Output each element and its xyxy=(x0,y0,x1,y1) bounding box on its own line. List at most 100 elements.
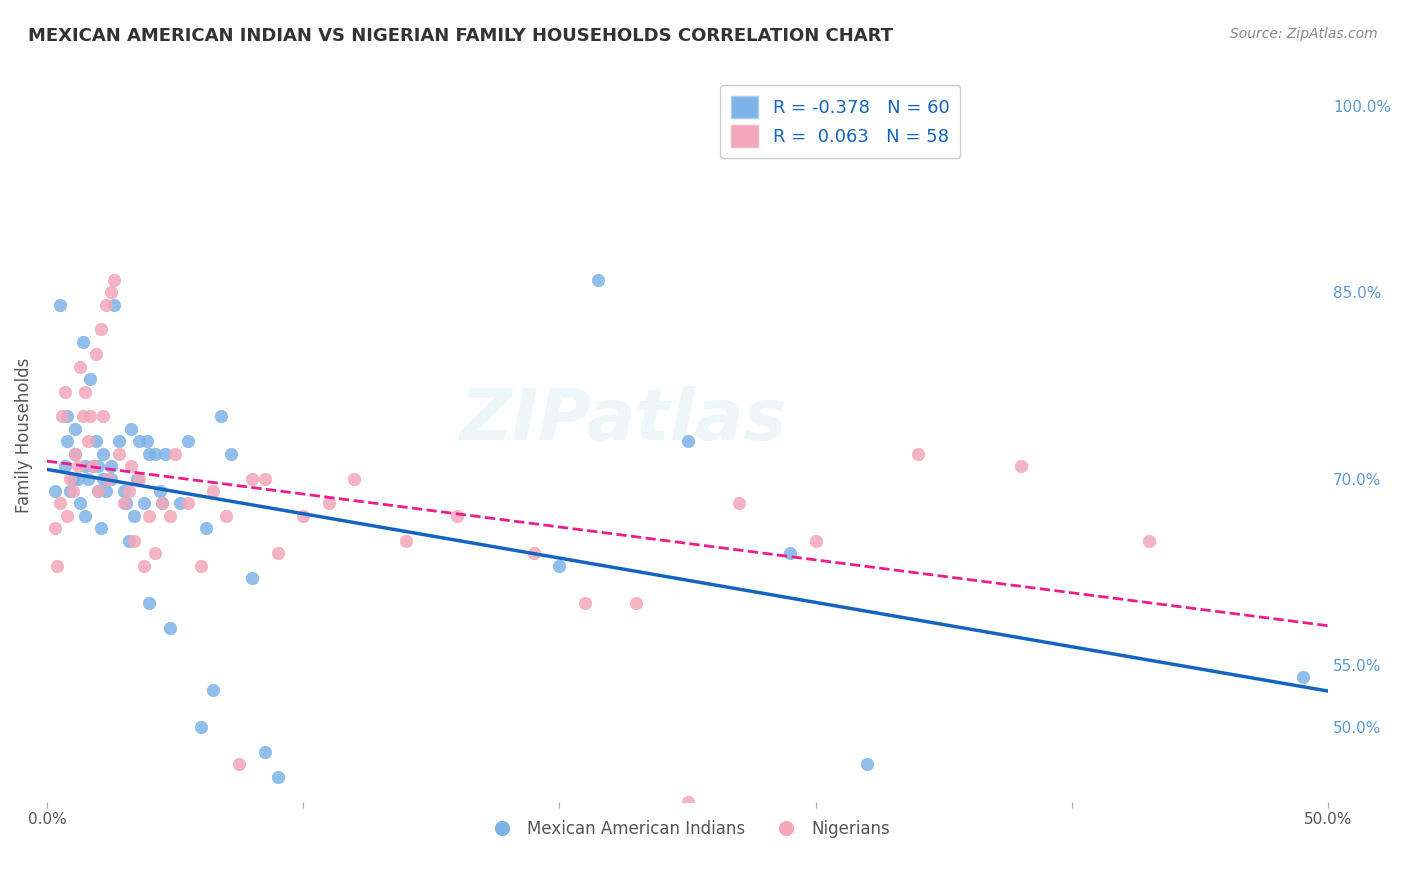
Point xyxy=(228,757,250,772)
Point xyxy=(69,496,91,510)
Point xyxy=(63,422,86,436)
Point xyxy=(266,546,288,560)
Point xyxy=(150,496,173,510)
Point xyxy=(59,483,82,498)
Point xyxy=(676,434,699,449)
Point xyxy=(46,558,69,573)
Point xyxy=(44,521,66,535)
Point xyxy=(66,459,89,474)
Point xyxy=(56,409,79,424)
Point xyxy=(138,508,160,523)
Point xyxy=(63,447,86,461)
Point xyxy=(91,409,114,424)
Point xyxy=(676,795,699,809)
Point xyxy=(122,508,145,523)
Point xyxy=(177,496,200,510)
Point xyxy=(120,422,142,436)
Point xyxy=(138,447,160,461)
Point xyxy=(69,359,91,374)
Point xyxy=(202,483,225,498)
Point xyxy=(75,459,97,474)
Point xyxy=(59,471,82,485)
Point xyxy=(804,533,827,548)
Point xyxy=(62,483,84,498)
Point xyxy=(169,496,191,510)
Point xyxy=(134,496,156,510)
Point xyxy=(143,546,166,560)
Point xyxy=(82,459,104,474)
Point xyxy=(292,508,315,523)
Point xyxy=(153,447,176,461)
Point xyxy=(779,546,801,560)
Point xyxy=(72,409,94,424)
Point xyxy=(202,682,225,697)
Point xyxy=(253,745,276,759)
Point xyxy=(77,471,100,485)
Point xyxy=(103,297,125,311)
Point xyxy=(66,471,89,485)
Point xyxy=(240,471,263,485)
Point xyxy=(56,508,79,523)
Point xyxy=(586,273,609,287)
Point xyxy=(120,459,142,474)
Point xyxy=(1291,670,1313,684)
Y-axis label: Family Households: Family Households xyxy=(15,358,32,513)
Point xyxy=(523,546,546,560)
Point xyxy=(87,483,110,498)
Point xyxy=(135,434,157,449)
Point xyxy=(143,447,166,461)
Point xyxy=(79,409,101,424)
Point xyxy=(856,757,879,772)
Point xyxy=(75,508,97,523)
Point xyxy=(97,471,120,485)
Point xyxy=(100,459,122,474)
Point xyxy=(75,384,97,399)
Point xyxy=(90,521,112,535)
Point xyxy=(446,508,468,523)
Point xyxy=(177,434,200,449)
Point xyxy=(1137,533,1160,548)
Point xyxy=(82,459,104,474)
Point xyxy=(100,285,122,300)
Point xyxy=(209,409,232,424)
Point xyxy=(103,273,125,287)
Point xyxy=(240,571,263,585)
Point xyxy=(318,496,340,510)
Point xyxy=(343,471,366,485)
Point xyxy=(253,471,276,485)
Point xyxy=(574,596,596,610)
Point xyxy=(190,720,212,734)
Point xyxy=(128,434,150,449)
Point xyxy=(100,471,122,485)
Point xyxy=(62,471,84,485)
Point xyxy=(87,483,110,498)
Point xyxy=(163,447,186,461)
Point xyxy=(94,297,117,311)
Text: ZIPatlas: ZIPatlas xyxy=(460,386,787,455)
Point xyxy=(138,596,160,610)
Point xyxy=(94,483,117,498)
Point xyxy=(128,471,150,485)
Text: Source: ZipAtlas.com: Source: ZipAtlas.com xyxy=(1230,27,1378,41)
Point xyxy=(115,496,138,510)
Point xyxy=(626,596,648,610)
Point xyxy=(727,496,749,510)
Point xyxy=(90,322,112,336)
Point xyxy=(63,447,86,461)
Text: MEXICAN AMERICAN INDIAN VS NIGERIAN FAMILY HOUSEHOLDS CORRELATION CHART: MEXICAN AMERICAN INDIAN VS NIGERIAN FAMI… xyxy=(28,27,893,45)
Point xyxy=(395,533,418,548)
Point xyxy=(112,496,135,510)
Point xyxy=(72,334,94,349)
Point xyxy=(215,508,238,523)
Point xyxy=(548,558,571,573)
Point xyxy=(221,447,243,461)
Point xyxy=(112,483,135,498)
Point xyxy=(53,459,76,474)
Point xyxy=(84,434,107,449)
Point xyxy=(118,533,141,548)
Point xyxy=(1010,459,1032,474)
Point xyxy=(266,770,288,784)
Point xyxy=(194,521,217,535)
Point xyxy=(159,508,181,523)
Point xyxy=(107,447,129,461)
